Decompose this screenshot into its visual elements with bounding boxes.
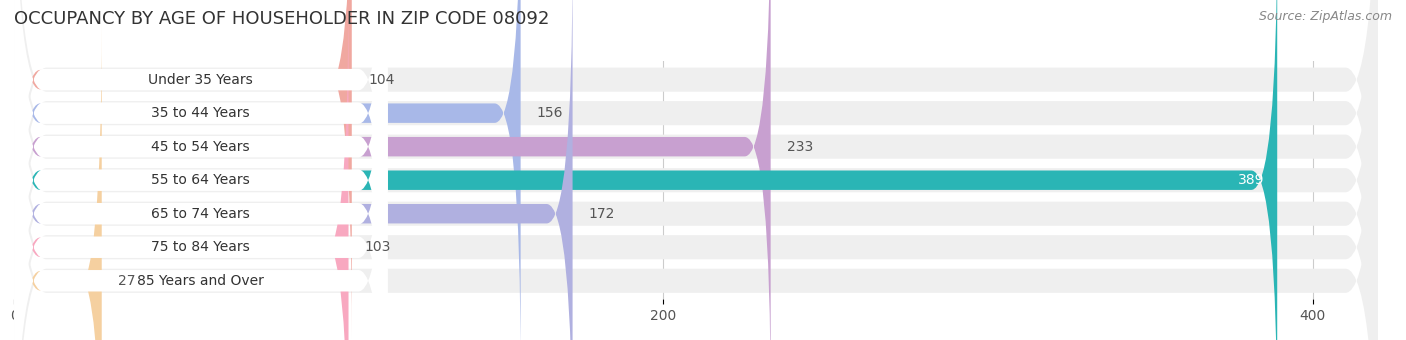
Text: 103: 103 — [364, 240, 391, 254]
FancyBboxPatch shape — [14, 0, 388, 340]
Text: 45 to 54 Years: 45 to 54 Years — [152, 140, 250, 154]
FancyBboxPatch shape — [14, 0, 388, 340]
Text: 65 to 74 Years: 65 to 74 Years — [152, 207, 250, 221]
Text: 27: 27 — [118, 274, 135, 288]
Text: 55 to 64 Years: 55 to 64 Years — [152, 173, 250, 187]
FancyBboxPatch shape — [14, 0, 352, 338]
FancyBboxPatch shape — [14, 0, 1378, 340]
FancyBboxPatch shape — [14, 0, 1378, 340]
FancyBboxPatch shape — [14, 0, 388, 340]
FancyBboxPatch shape — [14, 0, 388, 340]
Text: 389: 389 — [1237, 173, 1264, 187]
Text: OCCUPANCY BY AGE OF HOUSEHOLDER IN ZIP CODE 08092: OCCUPANCY BY AGE OF HOUSEHOLDER IN ZIP C… — [14, 10, 550, 28]
FancyBboxPatch shape — [14, 0, 388, 340]
FancyBboxPatch shape — [14, 0, 388, 340]
FancyBboxPatch shape — [14, 0, 1378, 340]
Text: 156: 156 — [537, 106, 564, 120]
FancyBboxPatch shape — [14, 0, 1378, 340]
Text: 85 Years and Over: 85 Years and Over — [138, 274, 264, 288]
Text: 35 to 44 Years: 35 to 44 Years — [152, 106, 250, 120]
FancyBboxPatch shape — [14, 22, 101, 340]
FancyBboxPatch shape — [14, 0, 520, 340]
FancyBboxPatch shape — [14, 0, 572, 340]
FancyBboxPatch shape — [14, 0, 1378, 340]
Text: 172: 172 — [589, 207, 616, 221]
Text: 104: 104 — [368, 73, 394, 87]
FancyBboxPatch shape — [14, 0, 1277, 340]
Text: Under 35 Years: Under 35 Years — [149, 73, 253, 87]
Text: 233: 233 — [787, 140, 813, 154]
FancyBboxPatch shape — [14, 0, 1378, 340]
FancyBboxPatch shape — [14, 0, 770, 340]
Text: Source: ZipAtlas.com: Source: ZipAtlas.com — [1258, 10, 1392, 23]
FancyBboxPatch shape — [14, 0, 1378, 340]
FancyBboxPatch shape — [14, 0, 388, 340]
Text: 75 to 84 Years: 75 to 84 Years — [152, 240, 250, 254]
FancyBboxPatch shape — [14, 0, 349, 340]
